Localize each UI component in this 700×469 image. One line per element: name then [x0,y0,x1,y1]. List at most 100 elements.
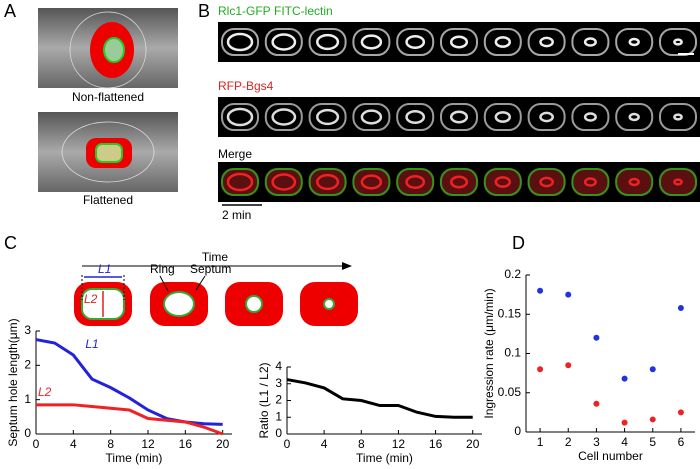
y-tick-label: 3 [24,323,31,337]
x-tick-label: 0 [284,437,291,451]
cell-ring [316,108,340,126]
cell [440,168,478,196]
cell [308,103,347,131]
cell [221,28,259,56]
cell-ring [583,177,597,187]
caption: Non-flattened [72,90,144,104]
cell [615,103,654,131]
cell [659,103,697,131]
x-tick-label: 3 [593,435,600,449]
y-axis-label: Ingression rate (μm/min) [482,288,496,418]
panel-label: A [4,1,16,21]
x-tick-label: 8 [107,437,114,451]
y-tick-label: 0.15 [498,306,522,320]
cell [440,103,478,131]
panel-label: C [4,233,17,253]
y-tick-label: 2 [24,358,31,372]
point [593,400,600,407]
cell [440,168,478,196]
cell-ring [494,176,512,188]
cell [440,28,478,56]
y-tick-label: 0.2 [504,267,521,281]
cell-ring [271,108,297,126]
cell [264,28,303,56]
cell-ring [405,174,426,190]
cell-ring [271,173,297,191]
cell [308,28,347,56]
y-tick-label: 0.1 [504,346,521,360]
y-tick-label: 2 [275,393,282,407]
cell [571,103,610,131]
x-tick-label: 4 [321,437,328,451]
cell-ring [628,112,640,122]
cell-ring [539,36,554,48]
y-tick-label: 4 [275,359,282,373]
line [35,338,223,426]
cell-ring [539,176,554,188]
y-tick-label: 1 [24,392,31,406]
cell-ring [360,174,383,190]
cell [483,168,522,196]
cell [396,103,435,131]
x-tick-label: 8 [358,437,365,451]
point [621,375,628,382]
cell [396,168,435,196]
cell [615,168,654,196]
cell [659,168,697,196]
cell [527,28,566,56]
cell-ring [405,34,426,50]
point [537,366,544,373]
cell [527,168,566,196]
ring-label: Ring [150,262,175,276]
series-label: L2 [38,385,52,399]
cell-ring [628,37,640,47]
row-label: FITC-lectin [274,4,333,18]
arrow-label: Time [202,250,229,264]
point [621,419,628,426]
x-tick-label: 5 [649,435,656,449]
x-axis-label: Cell number [578,449,643,463]
cell-ring [494,111,512,123]
cell-ring [226,172,254,192]
cell [527,103,566,131]
scale-label: 2 min [222,208,251,222]
panel-label: B [198,1,210,21]
x-tick-label: 20 [466,437,480,451]
cell [308,168,347,196]
point [593,334,600,341]
cell [352,103,391,131]
cell-ring [360,34,383,50]
cell [571,28,610,56]
point [565,291,572,298]
y-tick-label: 0 [514,424,521,438]
cell-ring [673,178,683,186]
cell [483,103,522,131]
render-bottom [38,112,178,192]
line [36,403,224,436]
cell [221,168,259,196]
cell [483,168,522,196]
point [649,366,656,373]
cell-ring [583,37,597,47]
cell [308,168,347,196]
cell [659,168,697,196]
cell-ring [226,32,254,52]
cell-ring [316,173,340,191]
cell [264,168,303,196]
cell [396,168,435,196]
septum-label: Septum [190,262,231,276]
cell-ring [271,33,297,51]
cell [571,168,610,196]
point [677,409,684,416]
l2-label: L2 [84,292,98,306]
y-tick-label: 0 [24,426,31,440]
x-tick-label: 16 [179,437,193,451]
x-tick-label: 1 [537,435,544,449]
x-tick-label: 6 [678,435,685,449]
render-top [38,8,178,89]
row-label: RFP-Bgs4 [218,79,274,93]
row-label: Rlc1-GFP [218,4,271,18]
x-tick-label: 20 [216,437,230,451]
x-tick-label: 2 [565,435,572,449]
caption: Flattened [83,193,133,207]
